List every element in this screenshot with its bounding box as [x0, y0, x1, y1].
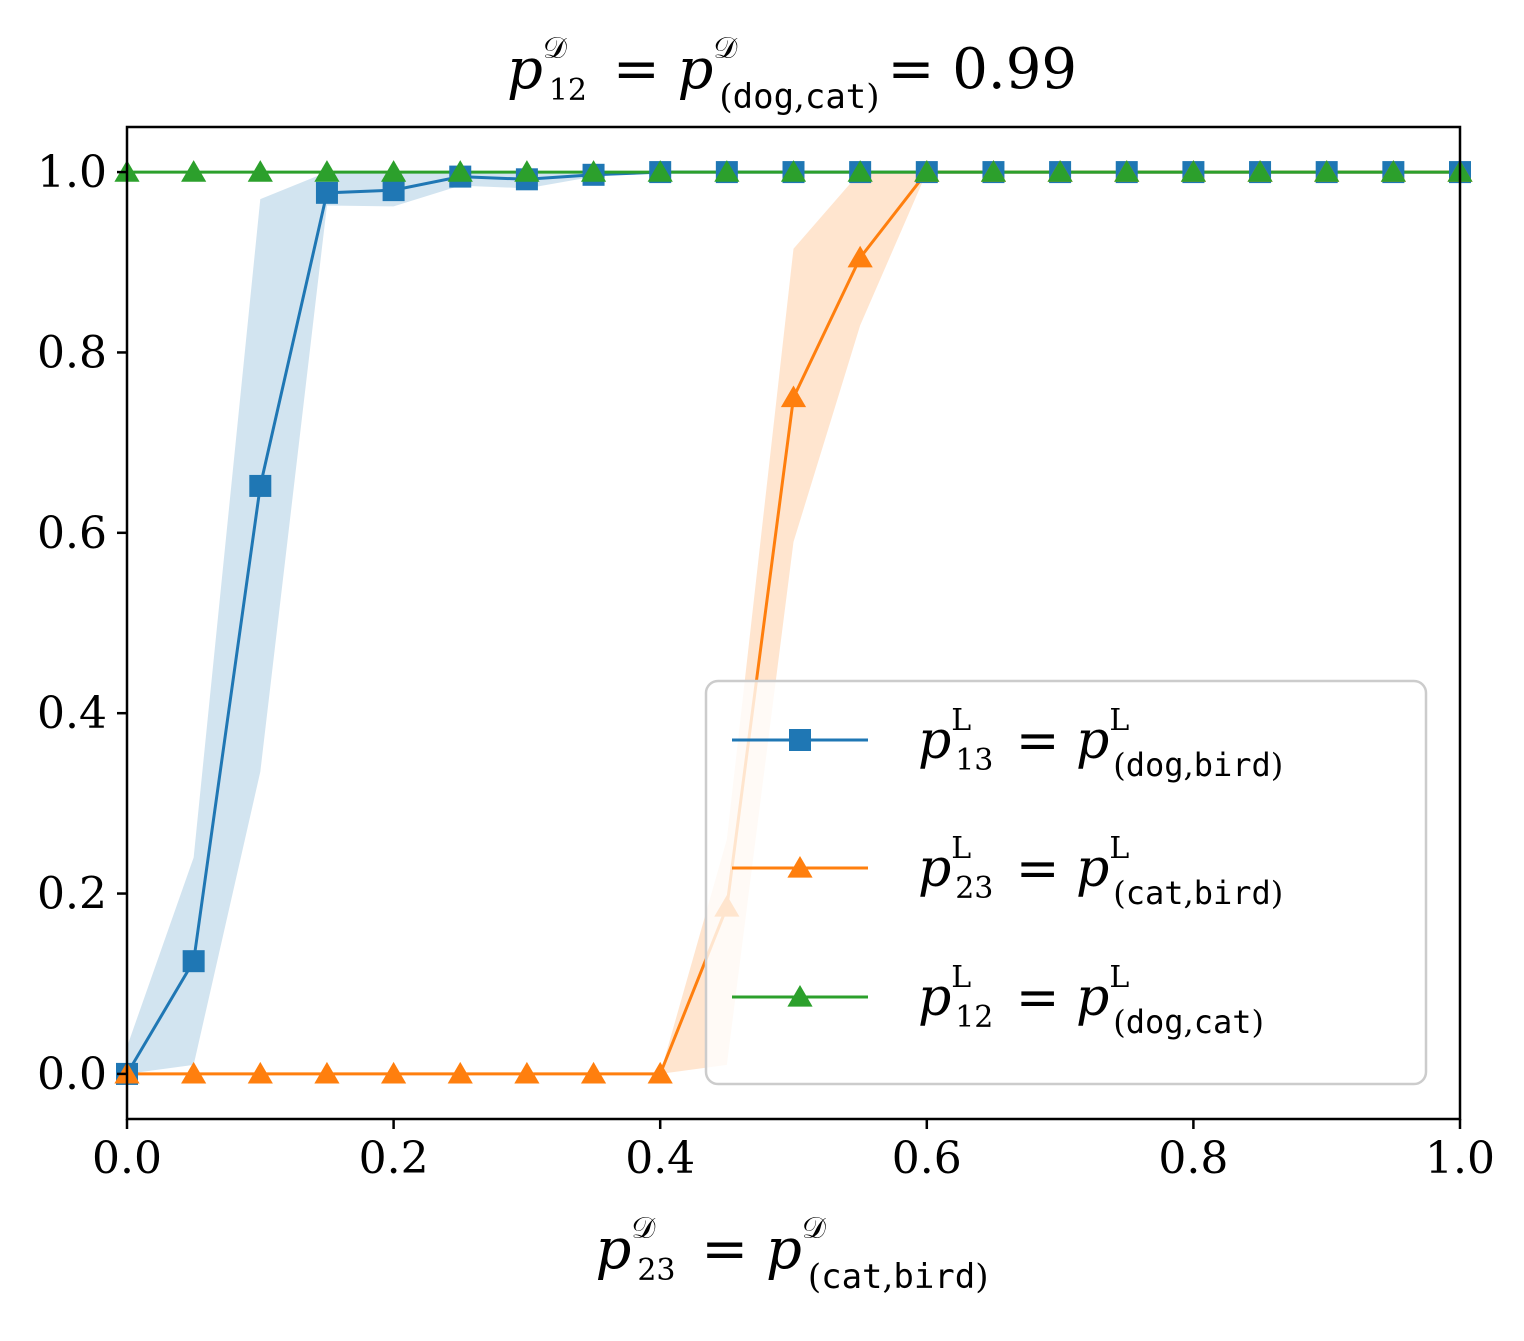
- x-axis-label: p𝒟 23 = p𝒟 (cat,bird): [596, 1211, 989, 1297]
- marker-cat-bird-4: [381, 1061, 407, 1084]
- legend-triangle-marker: [787, 856, 813, 878]
- legend-box: [704, 679, 1428, 1086]
- marker-cat-bird-7: [580, 1061, 607, 1084]
- marker-dog-cat-10: [780, 160, 807, 182]
- marker-dog-cat-18: [1314, 160, 1340, 182]
- marker-cat-bird-2: [247, 1061, 273, 1084]
- marker-dog-bird-4: [382, 179, 405, 202]
- marker-dog-cat-4: [381, 160, 407, 182]
- marker-dog-cat-3: [314, 160, 340, 182]
- series-markers: [114, 160, 1473, 1085]
- x-tick-label: 0.8: [1158, 1133, 1228, 1184]
- marker-cat-bird-1: [181, 1061, 207, 1084]
- legend-label: pL 13 = pL (dog,bird): [918, 703, 1283, 784]
- marker-dog-cat-15: [1114, 160, 1140, 182]
- marker-dog-cat-9: [714, 160, 740, 182]
- marker-dog-cat-19: [1380, 160, 1406, 182]
- marker-dog-bird-2: [249, 474, 272, 497]
- y-tick-label: 0.2: [37, 869, 107, 920]
- y-axis-ticks: 0.0 0.2 0.4 0.6 0.8 1.0: [37, 147, 127, 1100]
- legend-label: pL 12 = pL (dog,cat): [918, 960, 1264, 1041]
- marker-dog-cat-7: [580, 160, 607, 182]
- marker-dog-cat-14: [1047, 160, 1073, 182]
- marker-dog-cat-12: [914, 160, 940, 182]
- marker-cat-bird-3: [314, 1061, 340, 1084]
- marker-cat-bird-8: [647, 1061, 673, 1084]
- legend-item-dog-cat: pL 12 = pL (dog,cat): [732, 960, 1264, 1041]
- marker-dog-bird-3: [315, 181, 338, 204]
- confidence-bands: [127, 172, 1460, 1074]
- y-tick-label: 0.4: [37, 688, 107, 739]
- x-tick-label: 0.2: [359, 1133, 429, 1184]
- band-cat-bird: [127, 172, 1460, 1074]
- marker-dog-cat-11: [847, 160, 873, 182]
- marker-dog-cat-17: [1247, 160, 1273, 182]
- marker-dog-cat-6: [514, 160, 540, 182]
- legend-label: pL 23 = pL (cat,bird): [918, 831, 1283, 912]
- marker-dog-cat-16: [1180, 160, 1206, 182]
- legend: pL 13 = pL (dog,bird) pL 23 = pL (cat,bird) pL…: [704, 679, 1428, 1086]
- x-tick-label: 0.6: [892, 1133, 962, 1184]
- x-tick-label: 1.0: [1425, 1133, 1495, 1184]
- marker-dog-cat-5: [447, 160, 473, 182]
- marker-cat-bird-6: [514, 1061, 540, 1084]
- y-tick-label: 0.6: [37, 508, 107, 559]
- x-axis-ticks: 0.0 0.2 0.4 0.6 0.8 1.0: [92, 1119, 1495, 1184]
- y-tick-label: 0.0: [37, 1049, 107, 1100]
- band-dog-bird: [127, 172, 1460, 1074]
- legend-triangle-marker: [787, 985, 813, 1007]
- legend-square-marker: [789, 729, 811, 751]
- marker-cat-bird-5: [447, 1061, 473, 1084]
- x-tick-label: 0.4: [625, 1133, 695, 1184]
- marker-cat-bird-11: [847, 245, 873, 268]
- marker-dog-cat-1: [181, 160, 207, 182]
- chart-title: p𝒟 12 = p𝒟 (dog,cat) = 0.99: [507, 31, 1077, 117]
- legend-item-dog-bird: pL 13 = pL (dog,bird): [732, 703, 1283, 784]
- marker-dog-bird-1: [182, 950, 205, 973]
- marker-dog-cat-13: [980, 160, 1007, 182]
- marker-dog-cat-2: [247, 160, 273, 182]
- plot-frame: [125, 125, 1462, 1121]
- marker-dog-cat-8: [647, 160, 673, 182]
- x-tick-label: 0.0: [92, 1133, 162, 1184]
- y-tick-label: 1.0: [37, 147, 107, 198]
- marker-cat-bird-10: [780, 385, 807, 408]
- legend-item-cat-bird: pL 23 = pL (cat,bird): [732, 831, 1283, 912]
- y-tick-label: 0.8: [37, 327, 107, 378]
